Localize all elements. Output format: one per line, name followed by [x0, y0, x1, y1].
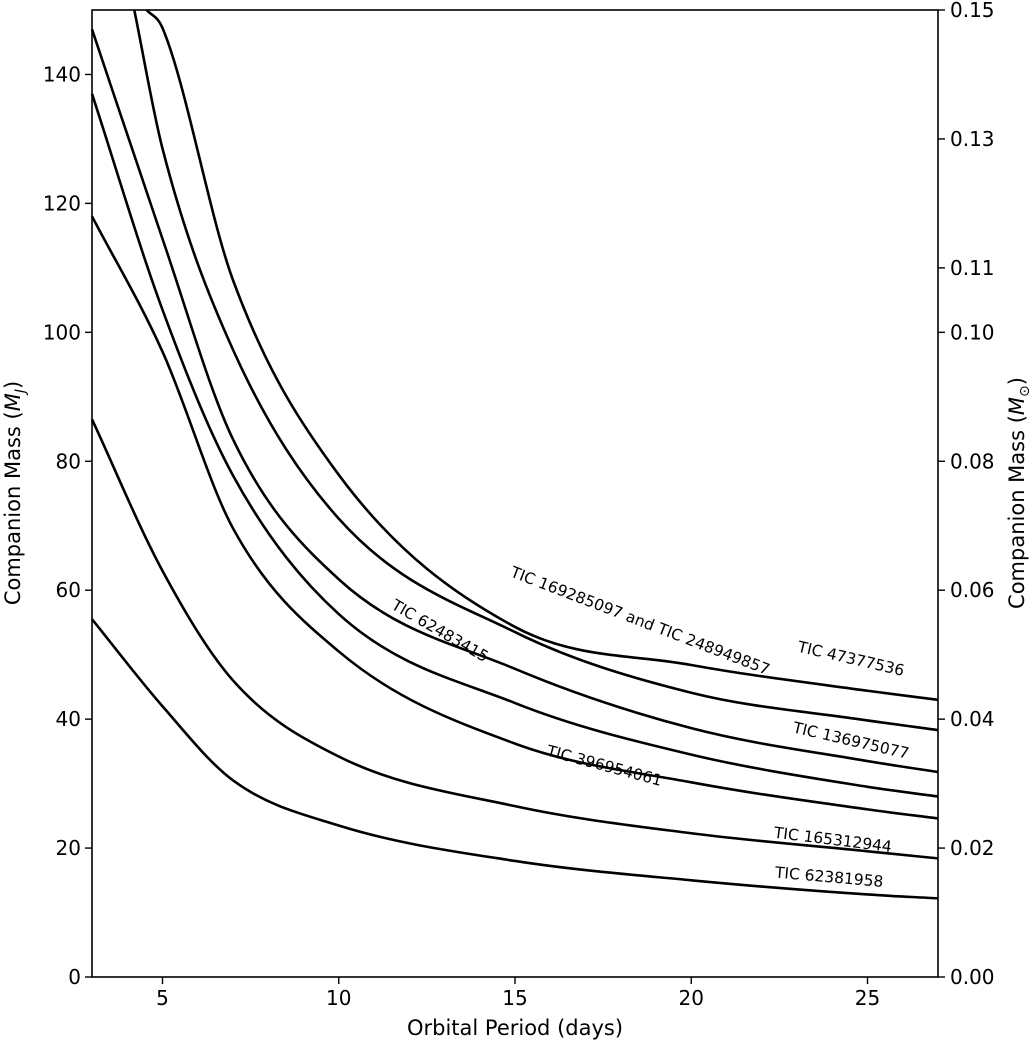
- y-left-tick-label: 60: [56, 578, 81, 602]
- series-curve-3: [90, 93, 939, 798]
- curve-label-1: TIC 169285097 and TIC 248949857: [507, 563, 772, 679]
- y-right-tick-label: 0.02: [950, 836, 995, 860]
- x-tick-label: 25: [855, 986, 880, 1010]
- y-right-tick-label: 0.00: [950, 965, 995, 989]
- curve-label-4: TIC 396954061: [544, 742, 664, 790]
- y-left-tick-label: 140: [43, 62, 81, 86]
- y-left-tick-label: 100: [43, 320, 81, 344]
- curve-label-6: TIC 62381958: [773, 863, 884, 890]
- y-right-tick-label: 0.15: [950, 0, 995, 22]
- y-right-tick-label: 0.10: [950, 320, 995, 344]
- x-tick-label: 20: [679, 986, 704, 1010]
- series-curve-1: [133, 9, 939, 732]
- y-right-tick-label: 0.04: [950, 707, 995, 731]
- series-curve-4: [90, 215, 939, 820]
- y-left-tick-label: 120: [43, 191, 81, 215]
- x-tick-label: 5: [156, 986, 169, 1010]
- curve-label-3: TIC 62483415: [388, 596, 492, 666]
- y-left-tick-label: 80: [56, 449, 81, 473]
- curve-label-0: TIC 47377536: [795, 638, 906, 680]
- plot-frame: [91, 9, 939, 978]
- y-left-tick-label: 40: [56, 707, 81, 731]
- x-tick-label: 10: [326, 986, 351, 1010]
- y-axis-left-label: Companion Mass (MJ): [1, 381, 29, 605]
- series-curve-5: [90, 418, 939, 860]
- y-right-tick-label: 0.08: [950, 449, 995, 473]
- series-curve-6: [90, 618, 939, 900]
- x-axis-label: Orbital Period (days): [407, 1016, 623, 1040]
- series-curve-2: [90, 28, 939, 774]
- chart-annotations: TIC 47377536 TIC 169285097 and TIC 248949…: [388, 563, 911, 891]
- y-left-tick-label: 0: [68, 965, 81, 989]
- curve-label-5: TIC 165312944: [772, 824, 893, 856]
- chart-axes: 5 10 15 20 25 0 20 40 60 80 100 120 140 0.00 0.02 0.04 0…: [43, 0, 995, 1010]
- y-left-tick-label: 20: [56, 836, 81, 860]
- y-right-tick-label: 0.06: [950, 578, 995, 602]
- y-right-tick-label: 0.13: [950, 127, 995, 151]
- series-curve-0: [145, 9, 939, 702]
- y-axis-right-label: Companion Mass (M⊙): [1005, 377, 1033, 609]
- y-right-tick-label: 0.11: [950, 256, 995, 280]
- x-tick-label: 15: [502, 986, 527, 1010]
- chart-series-layer: [90, 9, 939, 900]
